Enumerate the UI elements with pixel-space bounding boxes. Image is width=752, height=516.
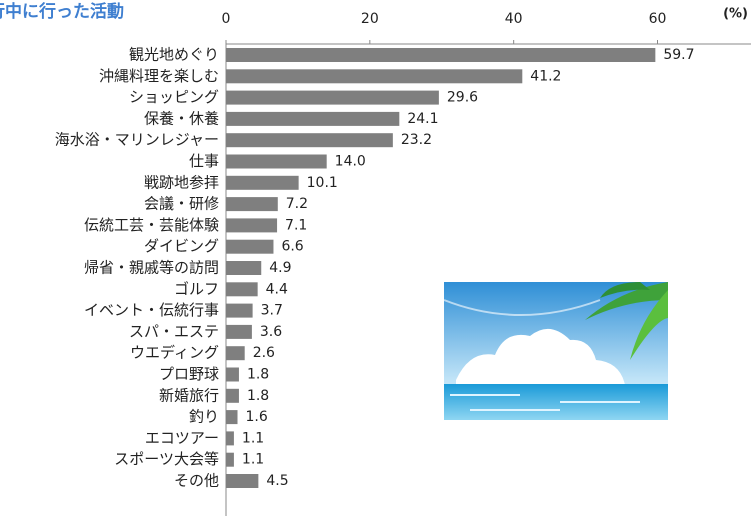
category-label: 釣り xyxy=(189,408,219,426)
value-label: 10.1 xyxy=(307,175,338,191)
category-label: 新婚旅行 xyxy=(159,386,219,404)
category-label: ゴルフ xyxy=(174,280,219,298)
value-label: 2.6 xyxy=(253,345,275,361)
category-label: 沖縄料理を楽しむ xyxy=(99,67,219,85)
bar xyxy=(226,111,400,126)
bar xyxy=(226,346,245,361)
value-label: 29.6 xyxy=(447,90,478,106)
value-label: 4.9 xyxy=(269,260,291,276)
value-label: 7.2 xyxy=(286,196,308,212)
bar xyxy=(226,452,234,467)
value-label: 24.1 xyxy=(407,111,438,127)
value-label: 59.7 xyxy=(663,47,694,63)
bar xyxy=(226,197,278,212)
x-tick-label: 0 xyxy=(222,11,231,27)
value-label: 1.1 xyxy=(242,452,264,468)
value-label: 14.0 xyxy=(335,154,366,170)
value-label: 1.8 xyxy=(247,367,269,383)
value-label: 6.6 xyxy=(281,239,303,255)
bar xyxy=(226,410,238,425)
category-label: 会議・研修 xyxy=(144,195,219,213)
category-label: 戦跡地参拝 xyxy=(144,173,219,191)
value-label: 23.2 xyxy=(401,132,432,148)
value-label: 3.6 xyxy=(260,324,282,340)
bar xyxy=(226,367,239,382)
value-label: 1.8 xyxy=(247,388,269,404)
x-tick-label: 40 xyxy=(505,11,523,27)
category-label: ショッピング xyxy=(129,88,219,106)
bar xyxy=(226,388,239,403)
category-label: ウエディング xyxy=(130,344,219,362)
chart-title: 行中に行った活動 xyxy=(0,1,124,22)
value-label: 1.6 xyxy=(246,409,268,425)
bar xyxy=(226,239,274,254)
category-label: 帰省・親戚等の訪問 xyxy=(84,259,219,277)
bar xyxy=(226,261,262,275)
category-label: 海水浴・マリンレジャー xyxy=(55,131,219,149)
value-label: 4.5 xyxy=(266,473,288,489)
bar xyxy=(226,324,252,339)
category-label: エコツアー xyxy=(145,429,219,447)
bar xyxy=(226,48,656,62)
x-tick-label: 60 xyxy=(649,11,667,27)
bar xyxy=(226,175,299,190)
x-tick-label: 20 xyxy=(361,11,379,27)
category-label: イベント・伝統行事 xyxy=(84,301,219,319)
bar xyxy=(226,133,393,148)
category-label: 観光地めぐり xyxy=(129,46,219,64)
bar xyxy=(226,431,234,446)
value-label: 7.1 xyxy=(285,217,307,233)
category-label: 伝統工芸・芸能体験 xyxy=(84,216,219,234)
category-label: プロ野球 xyxy=(159,365,219,383)
bar xyxy=(226,218,278,233)
bar xyxy=(226,154,327,169)
bar xyxy=(226,69,523,84)
value-label: 3.7 xyxy=(261,303,283,319)
value-label: 4.4 xyxy=(266,281,288,297)
category-label: 仕事 xyxy=(189,152,219,170)
bar xyxy=(226,474,259,488)
unit-label: (%) xyxy=(723,7,748,22)
bar xyxy=(226,90,439,105)
category-label: 保養・休養 xyxy=(144,109,219,127)
value-label: 41.2 xyxy=(530,68,561,84)
category-label: ダイビング xyxy=(144,237,219,255)
category-label: その他 xyxy=(174,472,219,490)
value-label: 1.1 xyxy=(242,430,264,446)
decorative-image xyxy=(443,282,668,420)
category-label: スポーツ大会等 xyxy=(114,450,219,468)
bar xyxy=(226,282,258,297)
category-label: スパ・エステ xyxy=(129,322,219,340)
bar xyxy=(226,303,253,318)
